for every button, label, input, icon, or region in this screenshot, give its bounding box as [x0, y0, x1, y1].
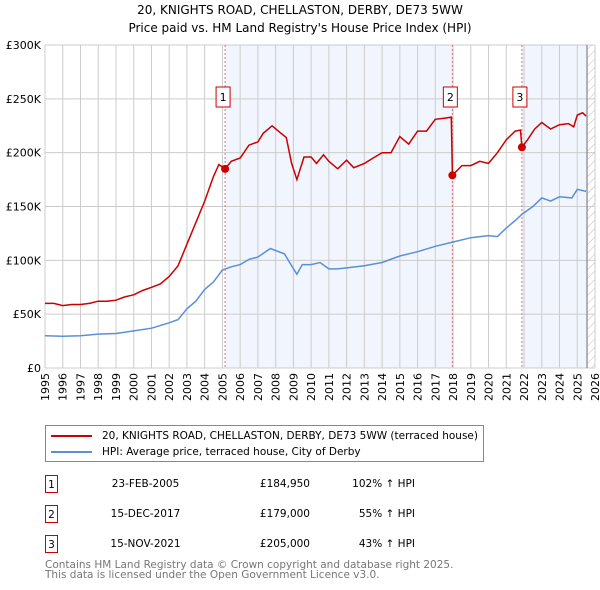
sale-price: £179,000 [259, 508, 310, 520]
sale-number: 1 [45, 475, 58, 493]
x-tick-label: 2009 [287, 373, 300, 401]
legend-label: 20, KNIGHTS ROAD, CHELLASTON, DERBY, DE7… [102, 430, 478, 442]
sale-date: 15-DEC-2017 [110, 508, 181, 520]
footer-line: Contains HM Land Registry data © Crown c… [45, 559, 454, 571]
table-row: 2 15-DEC-2017 £179,000 55% ↑ HPI [45, 505, 485, 525]
x-tick-label: 2012 [341, 373, 354, 401]
x-tick-label: 2014 [376, 373, 389, 401]
x-tick-label: 2011 [323, 373, 336, 401]
annotation-label: 2 [447, 91, 454, 104]
x-tick-label: 2020 [483, 373, 496, 401]
sale-price: £184,950 [259, 478, 310, 490]
x-tick-label: 2017 [429, 373, 442, 401]
y-tick-label: £200K [6, 147, 42, 160]
legend-label: HPI: Average price, terraced house, City… [102, 446, 361, 458]
sale-number: 2 [45, 505, 58, 523]
sale-date: 23-FEB-2005 [111, 478, 180, 490]
x-tick-label: 2021 [500, 373, 513, 401]
series-line [44, 188, 587, 337]
x-tick-label: 2005 [216, 373, 229, 401]
sale-number: 3 [45, 535, 58, 553]
chart-title: 20, KNIGHTS ROAD, CHELLASTON, DERBY, DE7… [137, 3, 463, 17]
sale-hpi: 102% ↑ HPI [352, 478, 415, 490]
price-chart: 20, KNIGHTS ROAD, CHELLASTON, DERBY, DE7… [6, 3, 600, 401]
chart-subtitle: Price paid vs. HM Land Registry's House … [128, 21, 471, 35]
sale-point [448, 171, 457, 180]
sale-date: 15-NOV-2021 [110, 538, 181, 550]
annotation-label: 3 [516, 91, 523, 104]
x-tick-label: 2016 [412, 373, 425, 401]
footer-line: This data is licensed under the Open Gov… [45, 569, 380, 581]
x-tick-label: 2013 [358, 373, 371, 401]
y-tick-label: £50K [13, 308, 42, 321]
x-tick-label: 2002 [163, 373, 176, 401]
sale-point [517, 143, 526, 152]
x-tick-label: 1996 [57, 373, 70, 401]
x-tick-label: 2007 [252, 373, 265, 401]
footer: Contains HM Land Registry data © Crown c… [45, 559, 454, 581]
sale-price: £205,000 [259, 538, 310, 550]
x-tick-label: 2010 [305, 373, 318, 401]
x-tick-label: 2015 [394, 373, 407, 401]
legend-item-property: 20, KNIGHTS ROAD, CHELLASTON, DERBY, DE7… [51, 430, 478, 442]
x-tick-label: 1995 [39, 373, 52, 401]
y-tick-label: £0 [27, 362, 41, 375]
series-line [45, 111, 587, 307]
annotation-box [442, 86, 458, 108]
sale-hpi: 43% ↑ HPI [358, 538, 415, 550]
legend-item-hpi: HPI: Average price, terraced house, City… [51, 446, 361, 458]
y-tick-label: £150K [6, 201, 42, 214]
x-tick-label: 2019 [465, 373, 478, 401]
x-tick-label: 2022 [518, 373, 531, 401]
table-row: 3 15-NOV-2021 £205,000 43% ↑ HPI [45, 535, 485, 555]
x-tick-label: 1998 [92, 373, 105, 401]
legend-swatch-red [51, 435, 92, 437]
legend: 20, KNIGHTS ROAD, CHELLASTON, DERBY, DE7… [45, 425, 484, 462]
x-tick-label: 2004 [199, 373, 212, 401]
x-tick-label: 2018 [447, 373, 460, 401]
y-tick-label: £250K [6, 93, 42, 106]
y-tick-label: £300K [6, 39, 42, 52]
x-tick-label: 2025 [571, 373, 584, 401]
x-tick-label: 2003 [181, 373, 194, 401]
x-tick-label: 2026 [589, 373, 600, 401]
x-tick-label: 1997 [74, 373, 87, 401]
annotation-label: 1 [220, 91, 227, 104]
x-tick-label: 2006 [234, 373, 247, 401]
x-tick-label: 2024 [554, 373, 567, 401]
x-tick-label: 2008 [270, 373, 283, 401]
y-tick-label: £100K [6, 254, 42, 267]
legend-swatch-blue [51, 451, 92, 453]
table-row: 1 23-FEB-2005 £184,950 102% ↑ HPI [45, 475, 485, 495]
x-tick-label: 2000 [128, 373, 141, 401]
x-tick-label: 2023 [536, 373, 549, 401]
annotation-box [215, 86, 231, 108]
x-tick-label: 1999 [110, 373, 123, 401]
annotation-box [512, 86, 528, 108]
x-tick-label: 2001 [145, 373, 158, 401]
sale-hpi: 55% ↑ HPI [358, 508, 415, 520]
sale-point [221, 164, 230, 173]
